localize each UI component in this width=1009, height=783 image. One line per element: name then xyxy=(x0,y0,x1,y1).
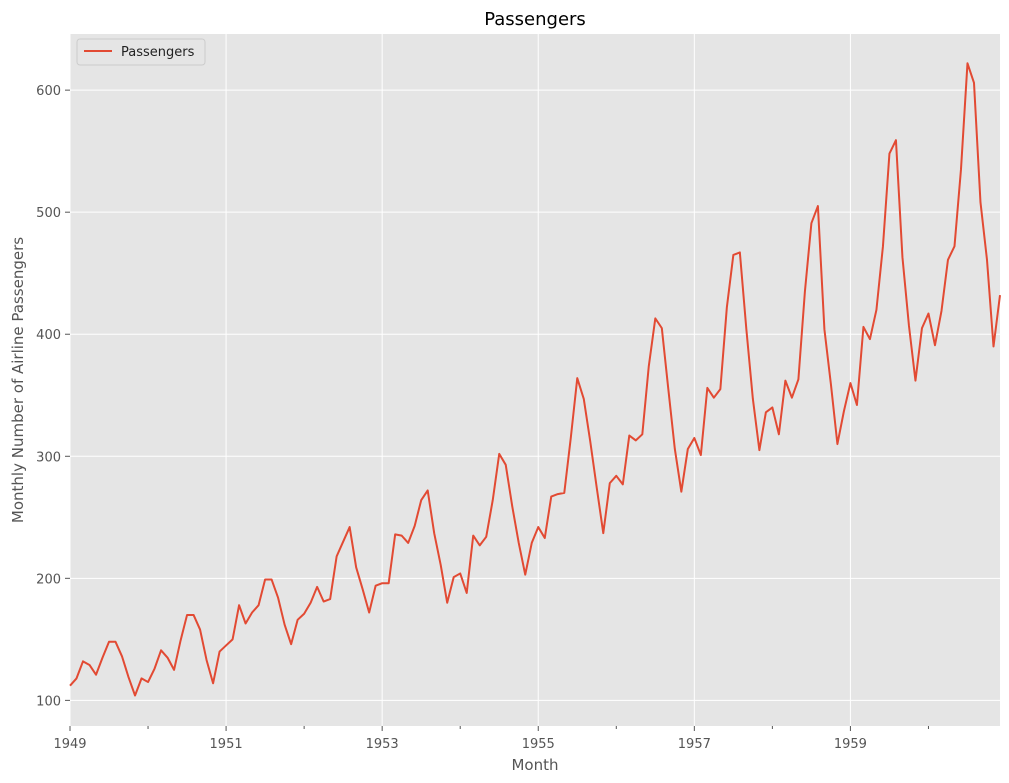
y-tick-label: 400 xyxy=(36,328,61,343)
y-axis-label: Monthly Number of Airline Passengers xyxy=(9,237,27,523)
y-tick-label: 500 xyxy=(36,206,61,221)
plot-area xyxy=(70,34,1000,726)
y-tick-label: 600 xyxy=(36,84,61,99)
legend: Passengers xyxy=(76,38,206,66)
grid-lines xyxy=(69,34,1000,726)
x-tick-label: 1959 xyxy=(834,737,867,752)
x-tick-label: 1949 xyxy=(53,737,86,752)
x-tick-label: 1955 xyxy=(522,737,555,752)
legend-box xyxy=(76,38,206,66)
x-tick-label: 1957 xyxy=(678,737,711,752)
x-axis-label: Month xyxy=(511,756,558,774)
series-line xyxy=(69,62,1001,697)
y-tick-label: 200 xyxy=(36,572,61,587)
y-tick-label: 100 xyxy=(36,694,61,709)
x-axis-ticks: 1949 1951 1953 1955 1957 1959 xyxy=(53,726,929,752)
y-axis-ticks: 100 200 300 400 500 600 xyxy=(36,84,70,709)
y-tick-label: 300 xyxy=(36,450,61,465)
series-layer xyxy=(69,62,1001,697)
legend-label: Passengers xyxy=(121,45,195,60)
chart-title: Passengers xyxy=(484,9,586,30)
x-tick-label: 1953 xyxy=(366,737,399,752)
x-tick-label: 1951 xyxy=(210,737,243,752)
